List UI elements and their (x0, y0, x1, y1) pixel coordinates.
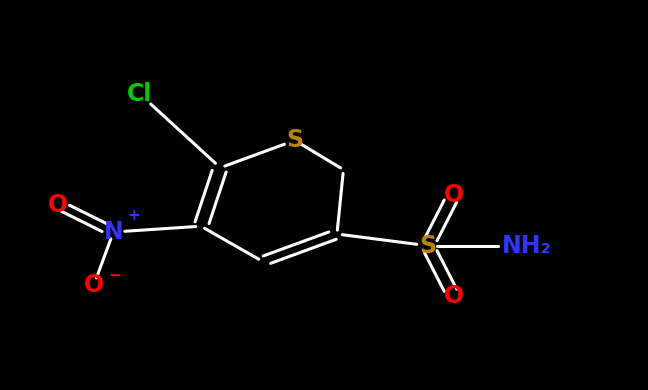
Text: Cl: Cl (126, 82, 152, 106)
Text: O: O (48, 193, 69, 217)
Text: O: O (84, 273, 104, 297)
Text: −: − (108, 268, 121, 283)
Text: O: O (443, 284, 464, 308)
Text: S: S (419, 234, 436, 258)
Text: O: O (443, 183, 464, 207)
Text: N: N (104, 220, 123, 244)
Text: NH₂: NH₂ (502, 234, 552, 258)
Text: +: + (128, 209, 141, 223)
Text: S: S (286, 128, 303, 152)
